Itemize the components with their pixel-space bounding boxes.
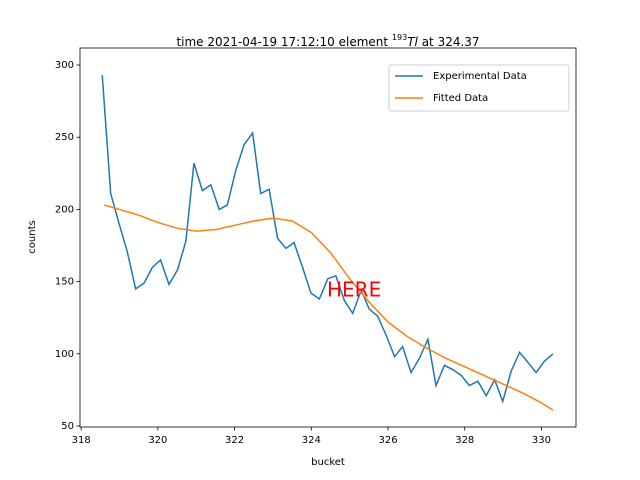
y-tick-label: 300 (55, 60, 74, 71)
x-tick-label: 320 (148, 435, 167, 446)
y-tick-label: 200 (55, 204, 74, 215)
data-line (101, 75, 554, 404)
title-suffix: at 324.37 (418, 35, 480, 49)
annotation: HERE (327, 278, 381, 302)
legend-label: Experimental Data (433, 71, 527, 82)
axes-frame (79, 47, 577, 428)
legend-label: Fitted Data (433, 93, 488, 104)
x-tick-label: 326 (378, 435, 397, 446)
chart-title: time 2021-04-19 17:12:10 element 193Tl a… (176, 33, 479, 49)
x-axis-label: bucket (311, 457, 345, 468)
y-tick-label: 100 (55, 349, 74, 360)
data-line (103, 204, 554, 411)
legend-box (388, 64, 570, 112)
x-tick-label: 330 (532, 435, 551, 446)
x-tick-label: 328 (455, 435, 474, 446)
y-tick-label: 50 (61, 421, 74, 432)
y-tick-label: 150 (55, 277, 74, 288)
x-tick-label: 318 (72, 435, 91, 446)
element: Tl (407, 35, 418, 49)
isotope-mass: 193 (392, 33, 407, 42)
title-prefix: time 2021-04-19 17:12:10 element (176, 35, 391, 49)
x-tick-label: 324 (302, 435, 321, 446)
x-tick-label: 322 (225, 435, 244, 446)
y-tick-label: 250 (55, 132, 74, 143)
y-axis-label: counts (27, 220, 38, 253)
